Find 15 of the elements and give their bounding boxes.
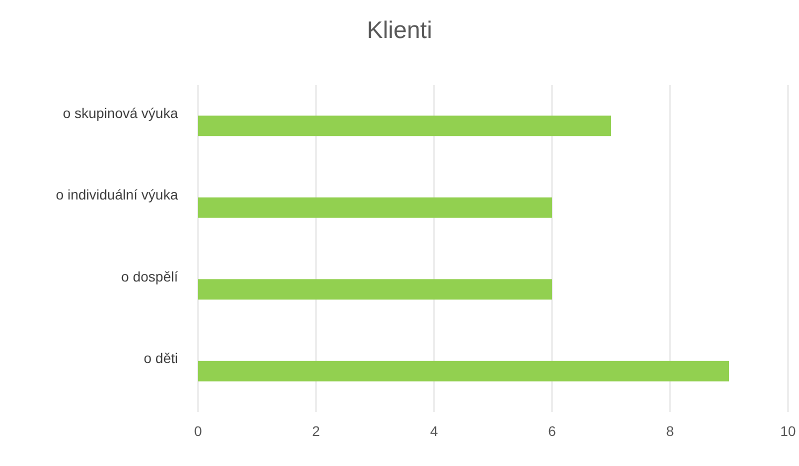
x-tick-label: 0 xyxy=(194,423,202,439)
y-tick-label: o skupinová výuka xyxy=(62,104,178,121)
x-tick-label: 10 xyxy=(780,423,796,439)
x-tick-label: 6 xyxy=(548,423,556,439)
bar xyxy=(198,360,729,382)
chart-title: Klienti xyxy=(366,17,432,44)
bar xyxy=(198,197,552,218)
bar xyxy=(198,279,552,300)
x-tick-label: 4 xyxy=(430,423,438,439)
x-tick-label: 8 xyxy=(666,423,674,439)
y-tick-label: o individuální výuka xyxy=(56,186,178,203)
y-tick-label: o děti xyxy=(144,350,178,366)
x-tick-label: 2 xyxy=(312,423,320,439)
bar xyxy=(198,116,611,136)
y-tick-label: o dospělí xyxy=(121,268,178,284)
